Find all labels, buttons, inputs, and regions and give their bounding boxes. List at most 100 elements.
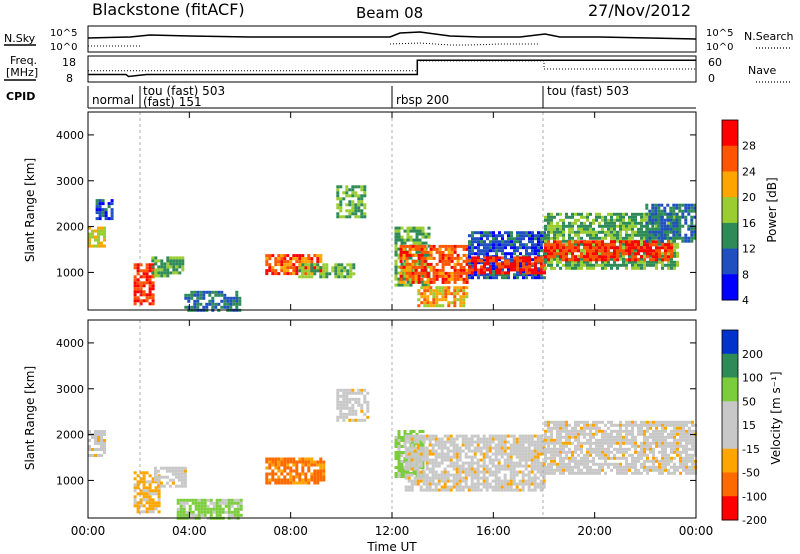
heatmap-cell (646, 246, 649, 250)
heatmap-cell (513, 265, 516, 269)
heatmap-cell (577, 420, 580, 424)
heatmap-cell (488, 455, 492, 459)
heatmap-cell (613, 233, 616, 237)
heatmap-cell (88, 445, 91, 448)
heatmap-cell (458, 476, 462, 480)
heatmap-cell (416, 464, 420, 468)
heatmap-cell (397, 472, 401, 475)
heatmap-cell (652, 423, 655, 427)
heatmap-cell (313, 469, 317, 473)
heatmap-cell (562, 221, 565, 225)
heatmap-cell (403, 259, 407, 263)
heatmap-cell (394, 241, 398, 245)
heatmap-cell (420, 301, 424, 305)
heatmap-cell (336, 400, 340, 404)
heatmap-cell (307, 269, 311, 273)
heatmap-cell (265, 254, 269, 258)
heatmap-cell (544, 246, 547, 250)
heatmap-cell (544, 243, 547, 247)
heatmap-cell (497, 437, 501, 441)
heatmap-cell (693, 227, 697, 231)
heatmap-cell (628, 227, 631, 231)
heatmap-cell (504, 240, 507, 244)
heatmap-cell (595, 462, 598, 466)
heatmap-cell (211, 296, 215, 300)
heatmap-cell (434, 437, 438, 441)
heatmap-cell (188, 513, 192, 517)
y-tick-label: 1000 (56, 474, 84, 487)
heatmap-cell (363, 185, 367, 189)
heatmap-cell (685, 423, 688, 427)
heatmap-cell (485, 440, 489, 444)
heatmap-cell (586, 450, 589, 454)
heatmap-cell (151, 269, 155, 273)
heatmap-cell (568, 266, 571, 270)
heatmap-cell (325, 266, 329, 270)
heatmap-cell (540, 262, 543, 266)
heatmap-cell (94, 448, 97, 451)
heatmap-cell (476, 458, 480, 462)
heatmap-cell (202, 296, 206, 300)
heatmap-cell (577, 447, 580, 451)
heatmap-cell (574, 218, 577, 222)
heatmap-cell (631, 462, 634, 466)
heatmap-cell (598, 471, 601, 475)
heatmap-cell (444, 292, 448, 296)
heatmap-cell (646, 426, 649, 430)
heatmap-cell (310, 457, 314, 461)
heatmap-cell (604, 456, 607, 460)
heatmap-cell (521, 479, 525, 483)
heatmap-cell (443, 443, 447, 447)
heatmap-cell (97, 442, 100, 445)
heatmap-cell (226, 305, 230, 309)
heatmap-cell (613, 240, 616, 244)
heatmap-cell (658, 420, 661, 424)
heatmap-cell (459, 262, 463, 266)
heatmap-cell (666, 212, 670, 216)
heatmap-cell (301, 266, 305, 270)
heatmap-cell (427, 283, 431, 287)
heatmap-cell (616, 465, 619, 469)
heatmap-cell (404, 434, 408, 438)
heatmap-cell (513, 252, 516, 256)
heatmap-cell (465, 280, 469, 284)
heatmap-cell (688, 447, 691, 451)
heatmap-cell (95, 211, 99, 215)
heatmap-cell (571, 441, 574, 445)
heatmap-cell (607, 249, 610, 253)
heatmap-cell (298, 478, 302, 482)
colorbar-frame (721, 329, 739, 521)
heatmap-cell (670, 257, 673, 261)
heatmap-cell (507, 267, 510, 271)
heatmap-cell (441, 262, 445, 266)
heatmap-cell (169, 271, 173, 275)
heatmap-cell (643, 258, 646, 262)
heatmap-cell (556, 453, 559, 457)
heatmap-cell (413, 440, 417, 444)
heatmap-cell (655, 224, 658, 228)
heatmap-cell (88, 430, 91, 433)
heatmap-cell (580, 444, 583, 448)
heatmap-cell (580, 212, 583, 216)
heatmap-cell (236, 510, 240, 514)
heatmap-cell (271, 469, 275, 473)
heatmap-cell (404, 464, 408, 468)
heatmap-cell (513, 249, 516, 253)
heatmap-cell (425, 464, 429, 468)
heatmap-cell (685, 432, 688, 436)
noise-search-label: N.Search (744, 30, 794, 43)
heatmap-cell (524, 479, 528, 483)
heatmap-cell (196, 296, 200, 300)
heatmap-cell (157, 486, 161, 490)
heatmap-cell (97, 229, 100, 233)
heatmap-cell (539, 479, 543, 483)
heatmap-cell (652, 459, 655, 463)
heatmap-cell (410, 458, 414, 462)
heatmap-cell (422, 440, 426, 444)
heatmap-cell (441, 274, 445, 278)
heatmap-cell (673, 465, 676, 469)
heatmap-cell (489, 234, 492, 238)
heatmap-cell (550, 471, 553, 475)
heatmap-cell (142, 299, 146, 303)
heatmap-cell (598, 441, 601, 445)
